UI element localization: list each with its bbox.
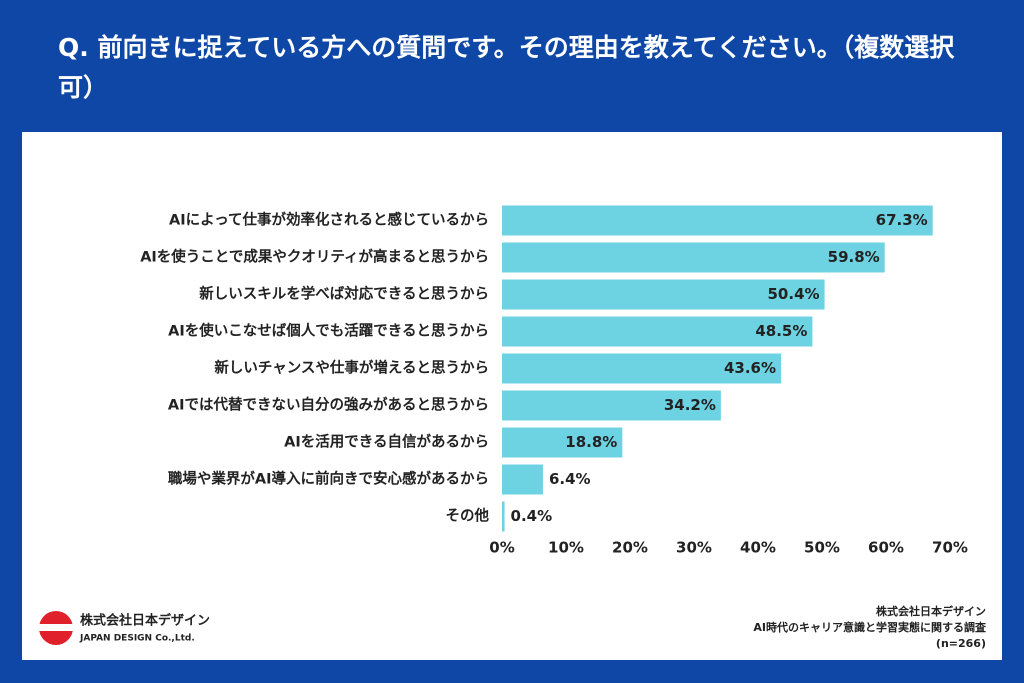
- chart-title: Q. 前向きに捉えている方への質問です。その理由を教えてください。（複数選択可）: [58, 33, 955, 102]
- y-tick-label: AIを使うことで成果やクオリティが高まると思うから: [140, 248, 489, 266]
- value-label: 43.6%: [724, 359, 776, 377]
- x-tick-label: 10%: [548, 539, 584, 557]
- y-tick-label: AIによって仕事が効率化されると感じているから: [169, 211, 489, 229]
- bar: [502, 427, 623, 458]
- bar: [502, 316, 813, 347]
- source-line: (n=266): [936, 637, 986, 650]
- y-tick-label: AIでは代替できない自分の強みがあると思うから: [168, 396, 489, 414]
- x-tick-label: 30%: [676, 539, 712, 557]
- x-tick-label: 40%: [740, 539, 776, 557]
- y-tick-label: その他: [446, 507, 490, 525]
- logo-subtext: JAPAN DESIGN Co.,Ltd.: [79, 634, 195, 644]
- bar: [502, 464, 543, 495]
- x-tick-label: 70%: [932, 539, 968, 557]
- y-tick-label: AIを使いこなせば個人でも活躍できると思うから: [168, 322, 489, 340]
- y-tick-label: AIを活用できる自信があるから: [284, 433, 489, 451]
- x-tick-label: 60%: [868, 539, 904, 557]
- value-label: 48.5%: [755, 322, 807, 340]
- bar: [502, 353, 782, 384]
- logo-band: [39, 624, 73, 631]
- x-tick-label: 20%: [612, 539, 648, 557]
- value-label: 59.8%: [828, 248, 880, 266]
- y-tick-label: 新しいスキルを学べば対応できると思うから: [199, 285, 489, 303]
- value-label: 34.2%: [664, 396, 716, 414]
- bar: [502, 279, 825, 310]
- source-line: 株式会社日本デザイン: [876, 604, 986, 618]
- bar: [502, 242, 885, 273]
- source-line: AI時代のキャリア意識と学習実態に関する調査: [753, 620, 986, 634]
- value-label: 0.4%: [511, 507, 553, 525]
- bar: [502, 205, 933, 236]
- y-tick-label: 職場や業界がAI導入に前向きで安心感があるから: [168, 470, 489, 488]
- value-label: 18.8%: [565, 433, 617, 451]
- bar: [502, 390, 721, 421]
- y-tick-label: 新しいチャンスや仕事が増えると思うから: [214, 359, 489, 377]
- logo-text: 株式会社日本デザイン: [80, 613, 210, 629]
- x-tick-label: 50%: [804, 539, 840, 557]
- value-label: 50.4%: [768, 285, 820, 303]
- bar: [502, 501, 505, 532]
- value-label: 6.4%: [549, 470, 591, 488]
- value-label: 67.3%: [876, 211, 928, 229]
- x-tick-label: 0%: [489, 539, 514, 557]
